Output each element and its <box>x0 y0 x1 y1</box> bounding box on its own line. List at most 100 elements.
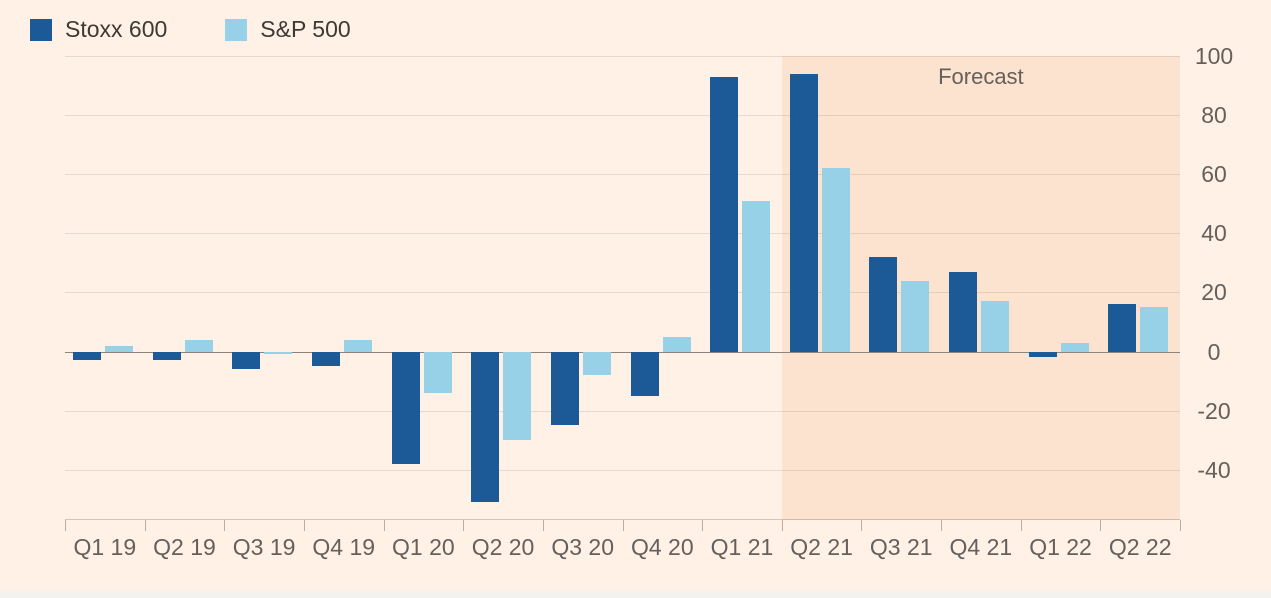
x-axis-label-q3-20: Q3 20 <box>551 534 614 560</box>
gridline <box>65 292 1180 294</box>
bar-s-p-500-q2-21 <box>821 168 850 352</box>
plot-area: Forecast <box>65 56 1181 531</box>
x-axis-label-q3-19: Q3 19 <box>232 534 296 560</box>
bar-stoxx-600-q4-21 <box>949 271 978 352</box>
y-axis-label: 20 <box>1201 279 1227 306</box>
gridline <box>65 115 1180 117</box>
x-axis-label-q1-19: Q1 19 <box>73 534 137 560</box>
bar-s-p-500-q4-20 <box>662 336 691 352</box>
x-axis-tick <box>463 520 465 531</box>
bar-s-p-500-q2-19 <box>184 339 213 352</box>
x-axis-tick <box>1180 520 1181 531</box>
x-axis-label-q1-20: Q1 20 <box>392 534 455 560</box>
bar-group-q2-20 <box>463 56 543 520</box>
legend-swatch-s-p-500 <box>225 18 248 41</box>
bar-group-q4-19 <box>304 56 384 520</box>
y-axis-label: 60 <box>1201 161 1227 188</box>
x-axis-baseline <box>65 519 1180 520</box>
y-axis-label: 100 <box>1194 43 1234 69</box>
y-axis-label: -20 <box>1197 397 1231 424</box>
x-axis-tick <box>702 520 704 531</box>
bar-group-q3-20 <box>543 56 623 520</box>
bar-group-q1-22 <box>1021 56 1101 520</box>
bar-stoxx-600-q4-19 <box>311 351 340 367</box>
bar-stoxx-600-q3-20 <box>550 351 579 426</box>
legend-item-stoxx-600: Stoxx 600 <box>30 16 167 43</box>
gridline <box>65 174 1180 176</box>
gridline <box>65 56 1180 57</box>
bar-group-q2-22 <box>1100 56 1180 520</box>
bar-s-p-500-q3-21 <box>901 280 930 352</box>
x-axis-tick <box>1020 520 1022 531</box>
x-axis-tick <box>781 520 783 531</box>
gridline <box>65 469 1180 471</box>
x-axis-tick <box>65 520 66 531</box>
zero-gridline <box>65 351 1180 353</box>
legend-label-s-p-500: S&P 500 <box>260 16 351 42</box>
bar-s-p-500-q3-19 <box>264 351 293 355</box>
bar-s-p-500-q2-22 <box>1140 307 1169 352</box>
bar-group-q3-21 <box>861 56 941 520</box>
bar-group-q1-21 <box>702 56 782 520</box>
bottom-strip <box>0 591 1271 598</box>
x-axis-tick <box>622 520 624 531</box>
bar-s-p-500-q2-20 <box>503 351 532 441</box>
x-axis-tick <box>224 520 226 531</box>
bar-s-p-500-q1-19 <box>105 345 133 352</box>
bar-stoxx-600-q1-20 <box>391 351 420 464</box>
bar-stoxx-600-q1-21 <box>710 76 739 352</box>
bar-group-q4-20 <box>623 56 703 520</box>
bar-group-q2-19 <box>145 56 225 520</box>
bar-stoxx-600-q2-21 <box>789 73 818 352</box>
bar-stoxx-600-q1-19 <box>73 351 101 361</box>
y-axis-label: 40 <box>1201 220 1227 247</box>
y-axis: 100 80 60 40 20 0 -20 -40 <box>1185 43 1243 520</box>
x-axis-tick <box>861 520 863 531</box>
bar-s-p-500-q4-21 <box>981 301 1010 352</box>
legend-label-stoxx-600: Stoxx 600 <box>65 16 168 42</box>
x-axis-label-q4-19: Q4 19 <box>312 534 376 560</box>
bar-s-p-500-q1-20 <box>423 351 452 393</box>
gridline <box>65 233 1180 235</box>
x-axis-label-q1-22: Q1 22 <box>1029 534 1092 560</box>
x-axis-tick <box>542 520 544 531</box>
x-axis-tick <box>941 520 943 531</box>
x-axis-tick <box>1100 520 1102 531</box>
bar-stoxx-600-q2-22 <box>1108 304 1137 352</box>
bar-s-p-500-q4-19 <box>343 339 372 352</box>
bar-stoxx-600-q2-19 <box>152 351 181 361</box>
bar-s-p-500-q1-21 <box>742 200 771 352</box>
bar-stoxx-600-q1-22 <box>1028 351 1057 358</box>
bar-s-p-500-q1-22 <box>1060 342 1089 352</box>
bar-group-q2-21 <box>782 56 862 520</box>
bar-group-q4-21 <box>941 56 1021 520</box>
forecast-label: Forecast <box>938 64 1024 89</box>
legend-item-s-p-500: S&P 500 <box>225 16 351 43</box>
x-axis-tick <box>383 520 385 531</box>
y-axis-label: 0 <box>1207 338 1221 365</box>
bar-stoxx-600-q2-20 <box>471 351 500 503</box>
x-axis: Q1 19 Q2 19 Q3 19 Q4 19 Q1 20 Q2 20 Q3 20 Q4 20… <box>65 534 1180 566</box>
y-axis-label: -40 <box>1197 456 1231 483</box>
x-axis-label-q1-21: Q1 21 <box>710 534 774 560</box>
x-axis-label-q2-21: Q2 21 <box>790 534 853 560</box>
x-axis-label-q4-21: Q4 21 <box>949 534 1013 560</box>
bar-group-q1-20 <box>384 56 464 520</box>
bar-group-q3-19 <box>224 56 304 520</box>
bar-stoxx-600-q4-20 <box>630 351 659 396</box>
legend-swatch-stoxx-600 <box>30 18 52 41</box>
x-axis-label-q4-20: Q4 20 <box>630 534 694 560</box>
x-axis-tick <box>303 520 305 531</box>
bar-stoxx-600-q3-21 <box>869 256 898 352</box>
x-axis-tick <box>144 520 146 531</box>
legend: Stoxx 600 S&P 500 <box>30 16 351 43</box>
x-axis-label-q2-20: Q2 20 <box>471 534 535 560</box>
bar-s-p-500-q3-20 <box>582 351 611 376</box>
y-axis-label: 80 <box>1201 102 1227 129</box>
x-axis-label-q3-21: Q3 21 <box>869 534 933 560</box>
bar-group-q1-19 <box>65 56 145 520</box>
x-axis-label-q2-19: Q2 19 <box>153 534 216 560</box>
x-axis-label-q2-22: Q2 22 <box>1108 534 1172 560</box>
gridline <box>65 410 1180 412</box>
